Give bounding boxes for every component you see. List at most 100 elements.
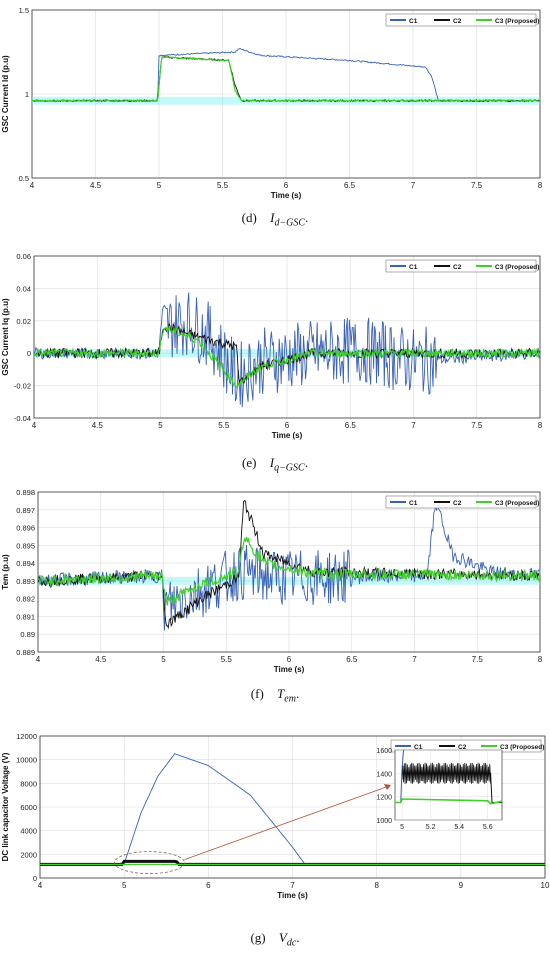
caption-d: (d) Id−GSC. xyxy=(0,210,550,229)
zoom-arrow-head xyxy=(384,784,391,790)
x-tick-label: 4 xyxy=(36,655,41,664)
legend-entry: C1 xyxy=(409,264,418,271)
series-line-c3 xyxy=(37,536,541,606)
caption-subscript: q−GSC xyxy=(274,462,305,474)
caption-tail: . xyxy=(305,210,309,225)
y-axis-label: Tem (p.u) xyxy=(1,554,10,590)
x-tick-label: 4.5 xyxy=(92,421,104,430)
y-tick-label: 4000 xyxy=(20,827,37,836)
caption-symbol: V xyxy=(278,930,287,945)
y-tick-label: 0.893 xyxy=(16,577,35,586)
y-tick-label: 0.89 xyxy=(20,630,35,639)
chart-tem: 4 4.5 5 5.5 6 6.5 7 7.5 8 0.889 0.89 0.891 0.892 0.89… xyxy=(1,488,543,674)
caption-g: (g) Vdc. xyxy=(0,930,550,949)
x-axis-label: Time (s) xyxy=(277,891,308,900)
series-line-c1 xyxy=(37,499,541,631)
y-tick-label: 8000 xyxy=(20,779,37,788)
inset-chart: 5 5.2 5.4 5.6 1000 1200 1400 1600 xyxy=(376,748,503,831)
series-line-c3 xyxy=(33,325,541,389)
plot-frame xyxy=(33,255,541,419)
x-tick-label: 7 xyxy=(290,881,295,890)
y-axis-label: GSC Current Iq (p.u) xyxy=(1,298,10,376)
y-tick-label: 2000 xyxy=(20,850,37,859)
inset-y-tick-label: 1600 xyxy=(376,748,392,755)
y-tick-label: 6000 xyxy=(20,803,37,812)
x-tick-label: 5 xyxy=(158,421,163,430)
plot-frame xyxy=(31,9,541,179)
caption-label: (e) xyxy=(242,455,257,470)
legend-entry: C3 (Proposed) xyxy=(495,264,539,271)
chart-vdc: 4 5 6 7 8 9 10 0 2000 4000 6000 8000 10000 12000 Time … xyxy=(1,732,550,900)
chart-iq-gsc: 4 4.5 5 5.5 6 6.5 7 7.5 8 -0.04 -0.02 0 0.02 0.04 0.06… xyxy=(1,252,543,440)
y-tick-label: 12000 xyxy=(16,732,37,741)
caption-label: (f) xyxy=(250,686,264,701)
legend-entry: C3 (Proposed) xyxy=(495,18,539,25)
caption-tail: . xyxy=(296,930,300,945)
legend-entry: C2 xyxy=(453,264,462,271)
zoom-arrow xyxy=(184,785,390,860)
legend-entry: C3 (Proposed) xyxy=(495,500,539,507)
legend-entry: C2 xyxy=(453,18,462,25)
series-line-c2 xyxy=(33,322,541,384)
chart-id-gsc: 4 4.5 5 5.5 6 6.5 7 7.5 8 0.5 1 1.5 Time (s) GSC Curr… xyxy=(1,6,543,200)
y-tick-label: 0.894 xyxy=(16,559,35,568)
inset-x-tick-label: 5 xyxy=(400,824,404,831)
x-tick-label: 6 xyxy=(284,181,289,190)
x-tick-label: 4 xyxy=(32,421,37,430)
y-tick-label: 0.889 xyxy=(16,648,35,657)
x-tick-label: 6 xyxy=(285,421,290,430)
x-tick-label: 5 xyxy=(161,655,166,664)
x-tick-label: 6 xyxy=(206,881,211,890)
y-tick-label: 0.891 xyxy=(16,612,35,621)
y-tick-label: 1.5 xyxy=(19,6,29,15)
caption-symbol: T xyxy=(277,686,285,701)
inset-y-tick-label: 1400 xyxy=(376,771,392,778)
x-tick-label: 9 xyxy=(459,881,464,890)
y-tick-label: 0.892 xyxy=(16,595,35,604)
plot-frame xyxy=(39,735,546,879)
y-tick-label: 0.5 xyxy=(19,174,29,183)
legend: C1 C2 C3 (Proposed) xyxy=(385,259,539,273)
caption-symbol: I xyxy=(270,210,275,225)
legend-box xyxy=(385,259,537,273)
y-tick-label: 0.896 xyxy=(16,524,35,533)
legend: C1 C2 C3 (Proposed) xyxy=(385,495,539,509)
x-tick-label: 5.5 xyxy=(221,655,233,664)
x-tick-label: 5.5 xyxy=(217,181,229,190)
x-tick-label: 6.5 xyxy=(345,421,357,430)
x-tick-label: 6 xyxy=(287,655,292,664)
series-line-c3 xyxy=(31,56,541,103)
caption-symbol: I xyxy=(269,455,275,470)
legend-entry: C2 xyxy=(458,744,467,751)
legend: C1 C2 C3 (Proposed) xyxy=(385,13,539,27)
inset-x-tick-label: 5.4 xyxy=(454,824,464,831)
x-tick-label: 5 xyxy=(122,881,127,890)
y-tick-label: 10000 xyxy=(16,756,37,765)
chart-panel-e: 4 4.5 5 5.5 6 6.5 7 7.5 8 -0.04 -0.02 0 0.02 0.04 0.06… xyxy=(0,250,550,485)
legend-box xyxy=(385,13,537,27)
y-tick-label: 0.895 xyxy=(16,541,35,550)
inset-series-c3 xyxy=(395,798,503,805)
x-tick-label: 5 xyxy=(157,181,162,190)
inset-frame xyxy=(394,749,503,821)
y-tick-label: 1 xyxy=(25,90,29,99)
x-tick-label: 7 xyxy=(411,181,416,190)
legend-entry: C1 xyxy=(414,744,423,751)
inset-x-tick-label: 5.6 xyxy=(483,824,493,831)
x-tick-label: 4.5 xyxy=(90,181,102,190)
x-tick-label: 7.5 xyxy=(472,655,484,664)
x-tick-label: 5.5 xyxy=(218,421,230,430)
x-tick-label: 8 xyxy=(538,655,543,664)
x-tick-label: 7.5 xyxy=(471,181,483,190)
x-tick-label: 4 xyxy=(30,181,35,190)
inset-series-c2-oscillation xyxy=(401,762,491,784)
y-tick-label: 0.897 xyxy=(16,506,35,515)
caption-tail: . xyxy=(304,455,308,470)
y-tick-label: 0 xyxy=(27,349,31,358)
x-tick-label: 8 xyxy=(538,421,543,430)
inset-x-tick-label: 5.2 xyxy=(426,824,436,831)
x-axis-label: Time (s) xyxy=(274,665,305,674)
x-tick-label: 10 xyxy=(541,881,550,890)
inset-y-tick-label: 1200 xyxy=(376,795,392,802)
x-axis-label: Time (s) xyxy=(271,191,302,200)
